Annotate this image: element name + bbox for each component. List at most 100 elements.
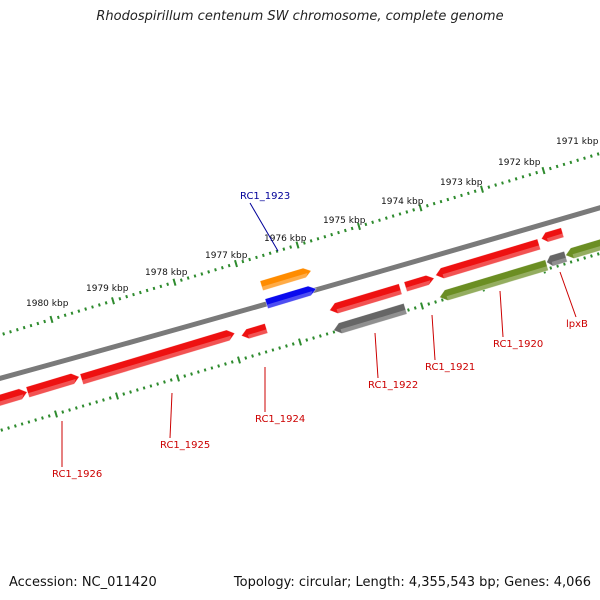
- gene-lpxb-a-arrow[interactable]: [546, 250, 568, 267]
- inner-scale-tick: [68, 408, 71, 412]
- gene-rc1-1920-a-arrow[interactable]: [403, 275, 435, 292]
- inner-scale-tick: [434, 300, 437, 304]
- outer-scale-tick: [138, 290, 142, 295]
- outer-scale-tick: [357, 222, 361, 231]
- outer-scale-tick: [350, 226, 354, 231]
- inner-scale-tick: [169, 378, 173, 382]
- outer-scale-tick: [514, 177, 518, 181]
- kbp-label: 1978 kbp: [145, 268, 188, 278]
- gene-rc1-1923-a-arrow[interactable]: [259, 267, 312, 291]
- outer-scale-tick: [494, 183, 498, 187]
- kbp-label: 1976 kbp: [264, 234, 307, 244]
- inner-scale-tick: [427, 302, 431, 306]
- inner-scale-tick: [440, 298, 444, 302]
- outer-scale-tick: [364, 222, 368, 227]
- inner-scale-tick: [291, 342, 295, 346]
- kbp-label: 1975 kbp: [323, 216, 366, 226]
- gene-rc1-1922-a-shade: [247, 329, 268, 339]
- gene-rc1-1923-label[interactable]: RC1_1923: [240, 191, 290, 202]
- gene-rc1-1924-arrow[interactable]: [79, 329, 236, 385]
- outer-scale-tick: [302, 241, 306, 245]
- gene-rc1-1926-arrow[interactable]: [0, 388, 28, 407]
- gene-lpxb-label[interactable]: lpxB: [566, 319, 588, 330]
- outer-scale-tick: [104, 301, 108, 305]
- outer-scale-tick: [220, 266, 224, 270]
- gene-rc1-1919-a-arrow[interactable]: [435, 238, 541, 279]
- inner-scale-tick: [34, 418, 38, 422]
- gene-lpxb-arrow[interactable]: [565, 238, 600, 259]
- outer-scale-tick: [159, 284, 163, 289]
- gene-rc1-1920-label[interactable]: RC1_1920: [493, 339, 543, 350]
- inner-scale-tick: [210, 366, 214, 370]
- inner-scale-tick: [325, 332, 329, 336]
- gene-rc1-1925-arrow[interactable]: [25, 373, 80, 398]
- outer-scale-tick: [49, 315, 54, 324]
- inner-scale-tick: [27, 420, 31, 424]
- gene-rc1-1923-arrow[interactable]: [264, 285, 317, 309]
- gene-rc1-1926-label[interactable]: RC1_1926: [52, 469, 102, 480]
- outer-scale-tick: [569, 160, 573, 165]
- inner-scale-tick: [142, 386, 146, 390]
- gene-rc1-1924-shade: [81, 335, 232, 385]
- gene-rc1-1922-arrow[interactable]: [333, 303, 408, 334]
- gene-lpxb-shade: [572, 246, 600, 259]
- gene-rc1-1922-a-arrow[interactable]: [240, 323, 269, 340]
- inner-scale-tick: [13, 424, 17, 428]
- outer-scale-tick: [596, 152, 600, 156]
- outer-scale-tick: [268, 251, 272, 255]
- inner-scale-tick: [61, 410, 65, 414]
- gene-rc1-1921-leader: [431, 314, 436, 361]
- gene-rc1-1918-a-arrow[interactable]: [540, 227, 565, 243]
- outer-scale-tick: [439, 199, 443, 204]
- gene-lpxb-leader: [559, 271, 577, 318]
- inner-scale-tick: [135, 388, 139, 392]
- outer-scale-tick: [521, 175, 525, 179]
- inner-scale-tick: [318, 334, 322, 338]
- outer-scale-tick: [289, 245, 293, 249]
- inner-scale-tick: [237, 356, 241, 364]
- outer-scale-tick: [77, 309, 81, 313]
- gene-rc1-1921-arrow[interactable]: [329, 283, 403, 314]
- gene-rc1-1920-leader: [499, 290, 504, 338]
- outer-scale-tick: [166, 282, 170, 286]
- outer-scale-tick: [132, 292, 135, 297]
- gene-rc1-1920-arrow[interactable]: [439, 259, 549, 301]
- outer-scale-tick: [241, 259, 245, 264]
- outer-scale-tick: [56, 315, 60, 320]
- outer-scale-tick: [453, 195, 457, 200]
- gene-rc1-1922-shade: [340, 309, 407, 334]
- outer-scale-tick: [29, 323, 33, 328]
- gene-rc1-1925-label[interactable]: RC1_1925: [160, 440, 210, 451]
- outer-scale-tick: [97, 303, 101, 307]
- gene-rc1-1918-a-shade: [547, 233, 564, 242]
- gene-rc1-1924-label[interactable]: RC1_1924: [255, 414, 305, 425]
- outer-scale-tick: [391, 214, 395, 218]
- outer-scale-tick: [15, 328, 19, 332]
- inner-scale-tick: [176, 374, 180, 382]
- outer-scale-tick: [576, 158, 580, 162]
- scale-labels: 1980 kbp 1979 kbp 1978 kbp 1977 kbp 1976 kbp…: [26, 137, 599, 309]
- inner-scale-tick: [217, 364, 221, 368]
- inner-scale-tick: [102, 398, 105, 402]
- gene-rc1-1923-leader: [249, 202, 279, 252]
- inner-scale-tick: [244, 356, 248, 360]
- inner-scale-tick: [149, 384, 153, 388]
- inner-scale-tick: [95, 400, 99, 404]
- gene-rc1-1922-label[interactable]: RC1_1922: [368, 380, 418, 391]
- inner-scale-tick: [257, 352, 261, 356]
- outer-scale-tick: [398, 212, 402, 216]
- outer-scale-tick: [548, 166, 552, 171]
- outer-scale-tick: [507, 179, 511, 183]
- inner-scale-tick: [196, 370, 200, 374]
- outer-scale-tick: [70, 311, 74, 315]
- inner-scale-tick: [407, 308, 410, 312]
- inner-scale-tick: [332, 330, 336, 334]
- kbp-label: 1977 kbp: [205, 251, 248, 261]
- outer-scale-tick: [179, 278, 183, 282]
- outer-scale-tick: [425, 204, 429, 208]
- gene-lpxb-a-shade: [551, 257, 568, 267]
- outer-scale-tick: [330, 232, 334, 237]
- gene-rc1-1925-shade: [27, 379, 76, 398]
- gene-rc1-1921-label[interactable]: RC1_1921: [425, 362, 475, 373]
- inner-scale-tick: [108, 396, 112, 400]
